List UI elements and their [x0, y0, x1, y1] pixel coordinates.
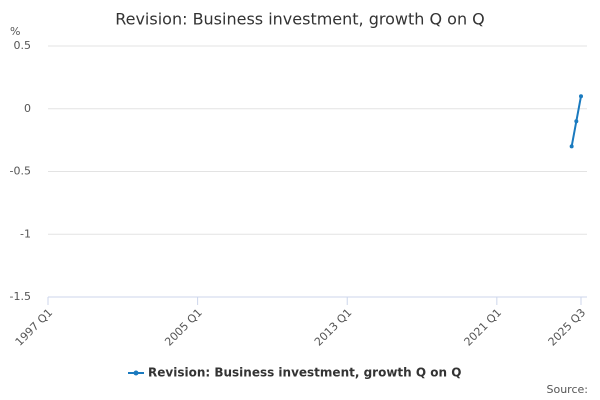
- y-axis-label: %: [10, 25, 20, 38]
- x-tick-label: 2005 Q1: [162, 306, 205, 349]
- legend-label: Revision: Business investment, growth Q …: [148, 366, 461, 380]
- point: [574, 119, 579, 124]
- y-tick-label: 0: [24, 102, 31, 115]
- point: [569, 144, 574, 149]
- y-tick-label: -0.5: [10, 165, 31, 178]
- x-tick-label: 2021 Q1: [462, 306, 505, 349]
- legend-marker: [133, 370, 139, 376]
- x-tick-label: 1997 Q1: [13, 306, 56, 349]
- y-tick-label: -1.5: [10, 290, 31, 303]
- source: Source:: [547, 383, 589, 396]
- x-tick-label: 2013 Q1: [312, 306, 355, 349]
- point: [579, 94, 583, 99]
- chart-title: Revision: Business investment, growth Q …: [115, 10, 485, 29]
- y-tick-label: -1: [20, 227, 31, 240]
- x-tick-label: 2025 Q3: [546, 306, 589, 349]
- y-tick-label: 0.5: [14, 39, 32, 52]
